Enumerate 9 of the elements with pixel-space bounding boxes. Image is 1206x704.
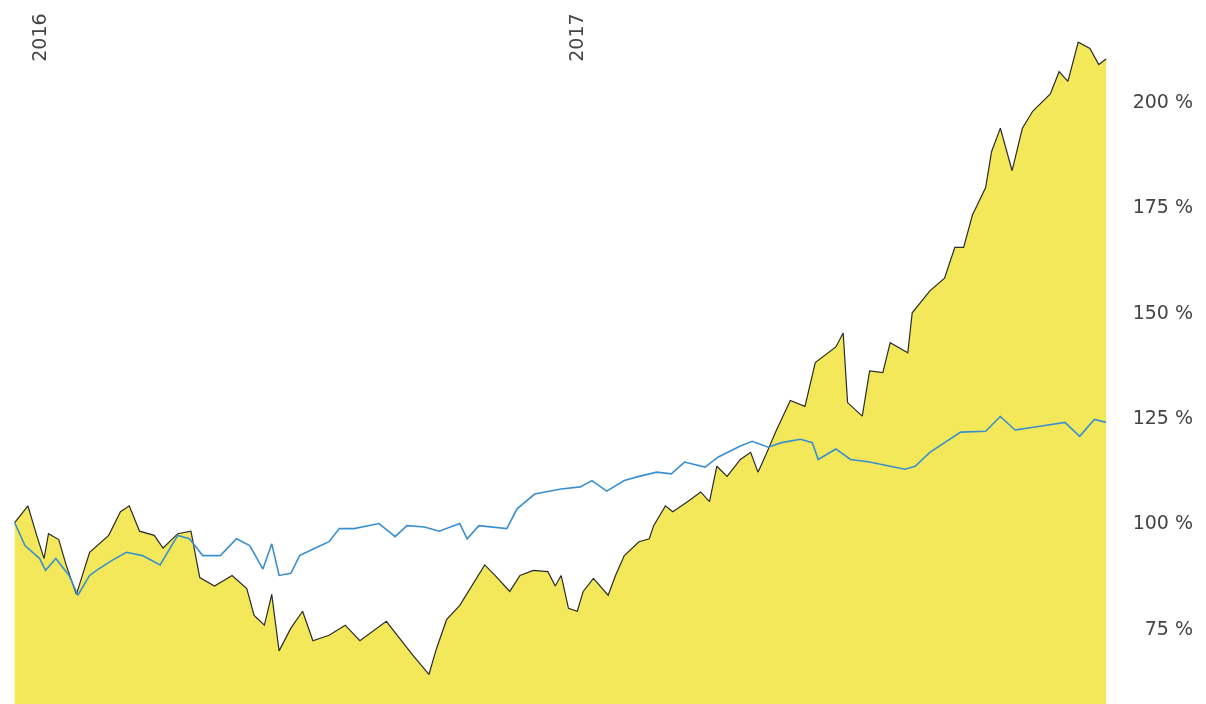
y-tick-label: 150 %	[1132, 300, 1193, 323]
x-tick-label: 2016	[27, 13, 50, 62]
y-tick-label: 175 %	[1132, 195, 1193, 218]
line-series	[13, 415, 1107, 597]
x-tick-label: 2017	[565, 13, 588, 62]
y-tick-label: 75 %	[1144, 616, 1193, 639]
y-tick-label: 125 %	[1132, 405, 1193, 428]
y-tick-label: 200 %	[1132, 89, 1193, 112]
y-tick-label: 100 %	[1132, 511, 1193, 534]
